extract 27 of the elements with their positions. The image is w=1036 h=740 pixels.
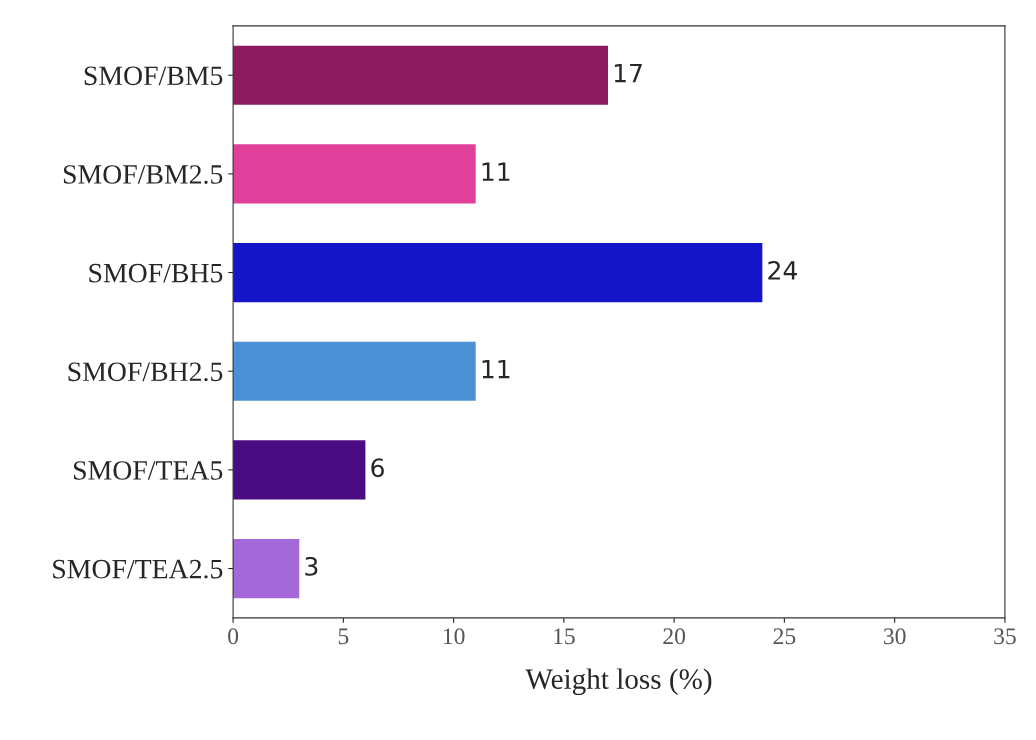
bar <box>233 242 763 303</box>
bar <box>233 144 476 204</box>
bar <box>233 45 608 105</box>
x-tick-label: 0 <box>228 628 239 645</box>
data-label: 17 <box>614 63 642 83</box>
x-tick-label: 20 <box>663 628 686 645</box>
y-tick-label: SMOF/BH2.5 <box>68 362 223 382</box>
bar <box>233 538 300 599</box>
x-tick-label: 10 <box>443 628 465 645</box>
y-tick-label: SMOF/TEA5 <box>73 461 223 480</box>
data-label: 3 <box>305 556 318 576</box>
x-tick-label: 15 <box>554 628 575 645</box>
y-tick-label: SMOF/TEA2.5 <box>53 559 223 579</box>
x-tick-label: 25 <box>773 628 796 645</box>
x-tick-label: 35 <box>994 628 1016 645</box>
y-tick-label: SMOF/BH5 <box>89 263 223 283</box>
data-label: 11 <box>482 162 510 181</box>
x-axis-title: Weight loss (%) <box>525 668 712 696</box>
data-label: 11 <box>482 359 510 379</box>
bar <box>233 341 476 401</box>
data-label: 6 <box>371 458 384 478</box>
x-tick-label: 5 <box>338 628 349 645</box>
y-tick-label: SMOF/BM2.5 <box>63 165 223 184</box>
x-tick-label: 30 <box>883 628 906 645</box>
bar <box>233 440 366 500</box>
y-tick-label: SMOF/BM5 <box>84 66 223 86</box>
data-label: 24 <box>768 260 797 280</box>
